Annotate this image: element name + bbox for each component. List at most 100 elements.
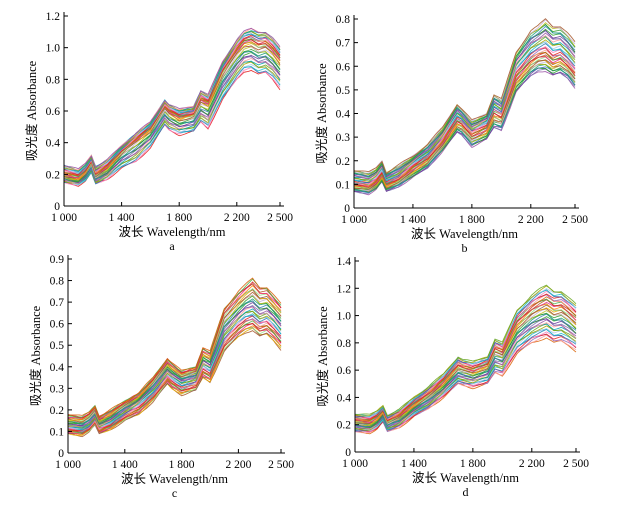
- y-tick-label: 0.2: [46, 169, 61, 181]
- spectrum-line: [68, 283, 282, 419]
- y-tick-label: 0.7: [336, 38, 351, 50]
- spectra-lines: [353, 18, 576, 196]
- spectrum-line: [63, 50, 281, 181]
- spectrum-line: [354, 284, 577, 417]
- y-tick-label: 0.2: [337, 420, 352, 432]
- spectrum-line: [354, 288, 577, 418]
- y-tick-label: 0.8: [50, 276, 65, 288]
- spectrum-line: [354, 294, 577, 420]
- y-tick-label: 0.3: [50, 383, 65, 395]
- y-tick-label: 0: [54, 201, 60, 213]
- x-tick-label: 1 400: [109, 212, 135, 224]
- spectrum-line: [63, 61, 281, 184]
- y-tick-label: 1.4: [337, 256, 352, 268]
- y-tick-label: 0.2: [50, 405, 65, 417]
- x-axis-label: 波长 Wavelength/nm: [411, 227, 518, 241]
- spectrum-line: [354, 328, 577, 432]
- y-tick-label: 0: [345, 447, 351, 459]
- y-tick-label: 0.3: [336, 132, 351, 144]
- spectrum-line: [354, 296, 577, 421]
- spectrum-line: [63, 58, 281, 184]
- spectrum-line: [353, 68, 576, 194]
- panel-d: 0 0.2 0.4 0.6 0.8 1.0 1.2 1.4 1 000 1 400 1 800 2 2…: [315, 256, 589, 499]
- y-tick-label: 0.1: [50, 426, 65, 438]
- y-axis-label: 吸光度 Absorbance: [24, 60, 39, 161]
- y-tick-label: 0.8: [336, 14, 351, 26]
- spectrum-line: [63, 28, 281, 171]
- y-tick-label: 0.9: [50, 254, 65, 266]
- spectrum-line: [68, 294, 282, 423]
- spectrum-line: [353, 61, 576, 191]
- spectrum-line: [355, 318, 577, 428]
- spectrum-line: [353, 47, 576, 184]
- spectrum-line: [354, 23, 576, 175]
- spectrum-line: [353, 35, 576, 180]
- y-tick-label: 0.4: [337, 392, 352, 404]
- spectrum-line: [63, 64, 281, 186]
- spectrum-line: [67, 291, 282, 423]
- y-axis-label: 吸光度 Absorbance: [314, 63, 329, 164]
- spectrum-line: [354, 294, 577, 420]
- y-tick-label: 0.1: [336, 179, 351, 191]
- spectrum-line: [63, 41, 281, 180]
- spectrum-line: [354, 299, 577, 422]
- x-tick-label: 1 400: [401, 458, 427, 470]
- x-tick-label: 1 800: [459, 214, 485, 226]
- spectrum-line: [67, 323, 282, 434]
- y-tick-label: 1.2: [337, 283, 352, 295]
- x-tick-label: 1 000: [341, 214, 367, 226]
- y-tick-label: 1.0: [46, 43, 61, 55]
- spectrum-line: [354, 18, 576, 175]
- spectrum-line: [354, 313, 577, 427]
- panel-a: 0 0.2 0.4 0.6 0.8 1.0 1.2 1 000 1 400 1 800 2 200 2…: [24, 11, 293, 253]
- spectrum-line: [63, 27, 281, 170]
- spectrum-line: [353, 32, 576, 180]
- y-tick-label: 0.4: [50, 362, 65, 374]
- spectrum-line: [67, 289, 282, 422]
- spectrum-line: [63, 31, 281, 172]
- x-axis-label: 波长 Wavelength/nm: [119, 225, 226, 239]
- panel-b: 0 0.1 0.2 0.3 0.4 0.5 0.6 0.7 0.8 1 000 1 400 1 800…: [314, 14, 588, 255]
- x-tick-label: 2 200: [519, 458, 545, 470]
- x-tick-label: 1 800: [460, 458, 486, 470]
- spectrum-line: [354, 327, 577, 432]
- x-tick-label: 2 500: [563, 458, 589, 470]
- panel-c: 0 0.1 0.2 0.3 0.4 0.5 0.6 0.7 0.8 0.9 1 000 1 400 1 …: [28, 254, 294, 500]
- spectrum-line: [354, 285, 577, 417]
- spectrum-line: [67, 318, 282, 432]
- spectra-lines: [67, 277, 282, 438]
- spectra-lines: [63, 27, 281, 187]
- x-tick-label: 1 400: [112, 459, 138, 471]
- spectrum-line: [63, 33, 281, 173]
- spectrum-line: [354, 319, 577, 429]
- spectrum-line: [353, 52, 576, 187]
- spectrum-line: [68, 288, 282, 421]
- panel-label: c: [172, 486, 177, 500]
- x-tick-label: 2 200: [518, 214, 544, 226]
- spectrum-line: [67, 322, 282, 434]
- y-tick-label: 0.8: [46, 74, 61, 86]
- spectrum-line: [63, 31, 281, 173]
- y-tick-label: 0.4: [336, 109, 351, 121]
- x-tick-label: 1 000: [55, 459, 81, 471]
- y-tick-label: 0.8: [337, 338, 352, 350]
- spectrum-line: [63, 60, 281, 185]
- y-tick-label: 0.6: [336, 61, 351, 73]
- spectrum-line: [63, 56, 281, 183]
- spectrum-line: [354, 308, 577, 425]
- y-tick-label: 0.7: [50, 297, 65, 309]
- spectrum-line: [68, 294, 282, 423]
- spectrum-line: [353, 30, 576, 178]
- y-tick-label: 0.2: [336, 156, 351, 168]
- panel-label: d: [463, 485, 469, 499]
- spectrum-line: [67, 300, 282, 425]
- x-tick-label: 2 500: [562, 214, 588, 226]
- x-tick-label: 1 000: [51, 212, 77, 224]
- spectrum-line: [354, 289, 577, 419]
- spectrum-line: [353, 64, 576, 192]
- y-tick-label: 0: [344, 203, 350, 215]
- spectrum-line: [354, 323, 577, 430]
- spectrum-line: [355, 303, 577, 423]
- spectrum-line: [354, 331, 577, 433]
